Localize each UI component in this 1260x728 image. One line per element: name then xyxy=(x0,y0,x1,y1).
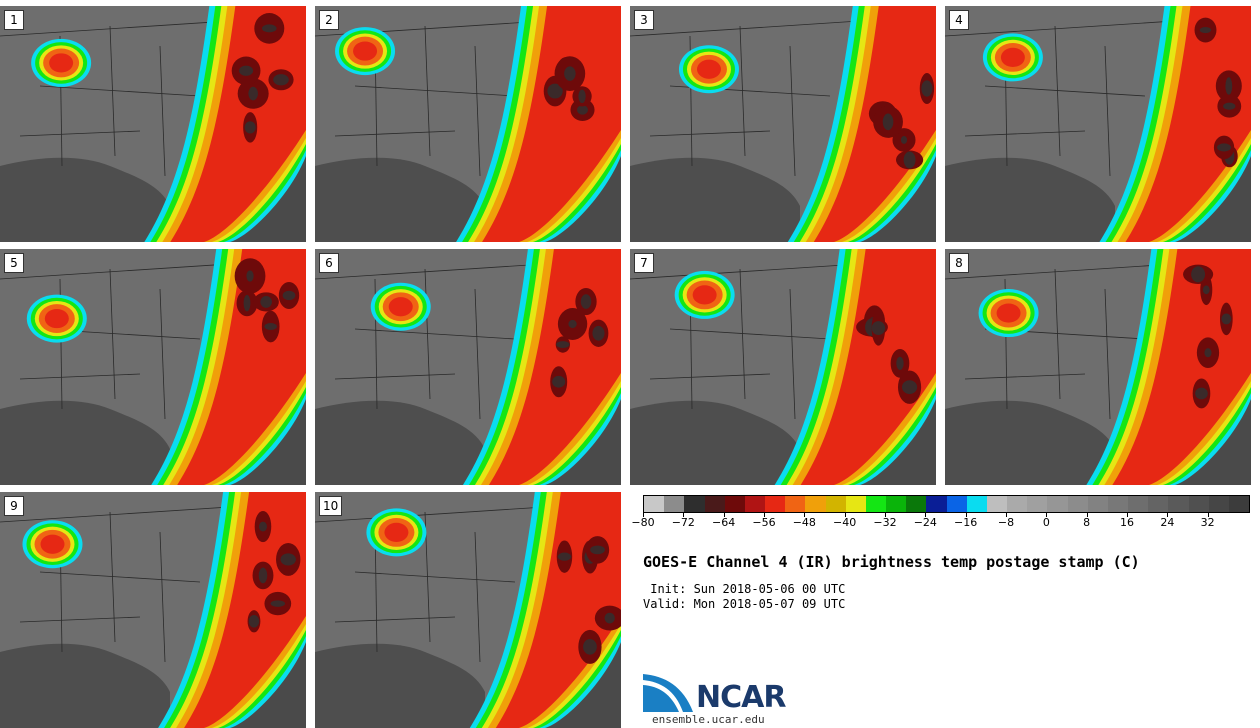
colorbar-tick xyxy=(723,512,725,517)
colorbar-tick-label: −64 xyxy=(712,516,736,529)
colorbar-tick xyxy=(965,512,967,517)
colorbar-swatch xyxy=(744,496,766,512)
colorbar-swatch xyxy=(724,496,745,512)
colorbar-swatch xyxy=(1067,496,1088,512)
ir-map xyxy=(0,249,306,485)
colorbar-swatch xyxy=(906,496,927,512)
colorbar-swatch xyxy=(986,496,1008,512)
colorbar-tick xyxy=(1046,512,1048,517)
panel-number-label: 8 xyxy=(949,253,969,273)
postage-stamp-panel-9: 9 xyxy=(0,492,306,728)
colorbar-tick xyxy=(885,512,886,517)
ir-map xyxy=(630,6,936,242)
colorbar-swatch xyxy=(805,496,826,512)
colorbar-tick-label: −16 xyxy=(954,516,978,529)
ncar-url: ensemble.ucar.edu xyxy=(652,713,765,726)
colorbar-swatch xyxy=(644,496,665,512)
panel-number-label: 3 xyxy=(634,10,654,30)
postage-stamp-panel-6: 6 xyxy=(315,249,621,485)
colorbar-tick xyxy=(1127,512,1128,517)
colorbar-tick-label: −48 xyxy=(792,516,816,529)
postage-stamp-panel-8: 8 xyxy=(945,249,1251,485)
ir-map xyxy=(945,249,1251,485)
colorbar-swatch xyxy=(664,496,685,512)
temperature-colorbar xyxy=(643,495,1250,513)
colorbar-swatch xyxy=(1208,496,1229,512)
ir-map xyxy=(0,492,306,728)
colorbar-swatch xyxy=(946,496,967,512)
colorbar-tick-label: −72 xyxy=(671,516,695,529)
postage-stamp-panel-10: 10 xyxy=(315,492,621,728)
colorbar-tick-label: −8 xyxy=(997,516,1015,529)
colorbar-swatch xyxy=(845,496,866,512)
panel-number-label: 7 xyxy=(634,253,654,273)
colorbar-swatch xyxy=(1168,496,1189,512)
colorbar-swatch xyxy=(1128,496,1149,512)
colorbar-tick xyxy=(804,512,806,517)
postage-stamp-panel-3: 3 xyxy=(630,6,936,242)
colorbar-swatch xyxy=(765,496,786,512)
colorbar-tick-label: −24 xyxy=(913,516,937,529)
colorbar-tick xyxy=(1207,512,1209,517)
colorbar-swatch xyxy=(1188,496,1209,512)
valid-time: Valid: Mon 2018-05-07 09 UTC xyxy=(643,597,846,611)
colorbar-swatch xyxy=(1228,496,1250,512)
colorbar-tick xyxy=(1086,512,1088,517)
colorbar-tick-label: 0 xyxy=(1042,516,1050,529)
colorbar-swatch xyxy=(1087,496,1108,512)
ir-map xyxy=(315,249,621,485)
ir-map xyxy=(630,249,936,485)
colorbar-swatch xyxy=(865,496,887,512)
colorbar-tick-label: 32 xyxy=(1200,516,1215,529)
colorbar-tick-label: −40 xyxy=(833,516,857,529)
colorbar-swatch xyxy=(704,496,725,512)
colorbar-tick xyxy=(643,512,644,517)
colorbar-ticks: −80 −72 −64 −56 −48 −40 −32 −24 −16 −8 0 8 16 24 32 xyxy=(631,512,1248,532)
colorbar-tick xyxy=(764,512,765,517)
colorbar-tick xyxy=(683,512,685,517)
colorbar-swatch xyxy=(684,496,705,512)
panel-number-label: 10 xyxy=(319,496,343,516)
colorbar-swatch xyxy=(966,496,987,512)
panel-number-label: 9 xyxy=(4,496,24,516)
postage-stamp-panel-7: 7 xyxy=(630,249,936,485)
colorbar-tick-label: −80 xyxy=(631,516,655,529)
colorbar-swatch xyxy=(1107,496,1129,512)
colorbar-swatch xyxy=(1047,496,1068,512)
colorbar-swatch xyxy=(785,496,806,512)
colorbar-swatch xyxy=(926,496,947,512)
colorbar-tick xyxy=(844,512,846,517)
ir-map xyxy=(315,6,621,242)
colorbar-tick xyxy=(1006,512,1007,517)
panel-number-label: 2 xyxy=(319,10,339,30)
panel-number-label: 6 xyxy=(319,253,339,273)
colorbar-tick xyxy=(1167,512,1169,517)
ir-map xyxy=(945,6,1251,242)
colorbar-swatch xyxy=(1148,496,1169,512)
ir-map xyxy=(0,6,306,242)
colorbar-tick xyxy=(925,512,927,517)
postage-stamp-panel-2: 2 xyxy=(315,6,621,242)
ncar-logo-text: NCAR xyxy=(696,680,786,715)
panel-number-label: 4 xyxy=(949,10,969,30)
colorbar-swatch xyxy=(1027,496,1048,512)
ir-map xyxy=(315,492,621,728)
init-time: Init: Sun 2018-05-06 00 UTC xyxy=(643,582,846,596)
colorbar-tick-label: 16 xyxy=(1120,516,1134,529)
colorbar-swatch xyxy=(886,496,907,512)
colorbar-tick-label: −56 xyxy=(752,516,776,529)
panel-number-label: 5 xyxy=(4,253,24,273)
panel-number-label: 1 xyxy=(4,10,24,30)
postage-stamp-panel-5: 5 xyxy=(0,249,306,485)
postage-stamp-panel-4: 4 xyxy=(945,6,1251,242)
colorbar-swatch xyxy=(1007,496,1028,512)
colorbar-swatch xyxy=(825,496,846,512)
ncar-logo-icon xyxy=(643,674,693,712)
postage-stamp-panel-1: 1 xyxy=(0,6,306,242)
colorbar-tick-label: 8 xyxy=(1083,516,1091,529)
figure-title: GOES-E Channel 4 (IR) brightness temp po… xyxy=(643,553,1140,571)
colorbar-tick-label: −32 xyxy=(873,516,897,529)
colorbar-tick-label: 24 xyxy=(1160,516,1175,529)
